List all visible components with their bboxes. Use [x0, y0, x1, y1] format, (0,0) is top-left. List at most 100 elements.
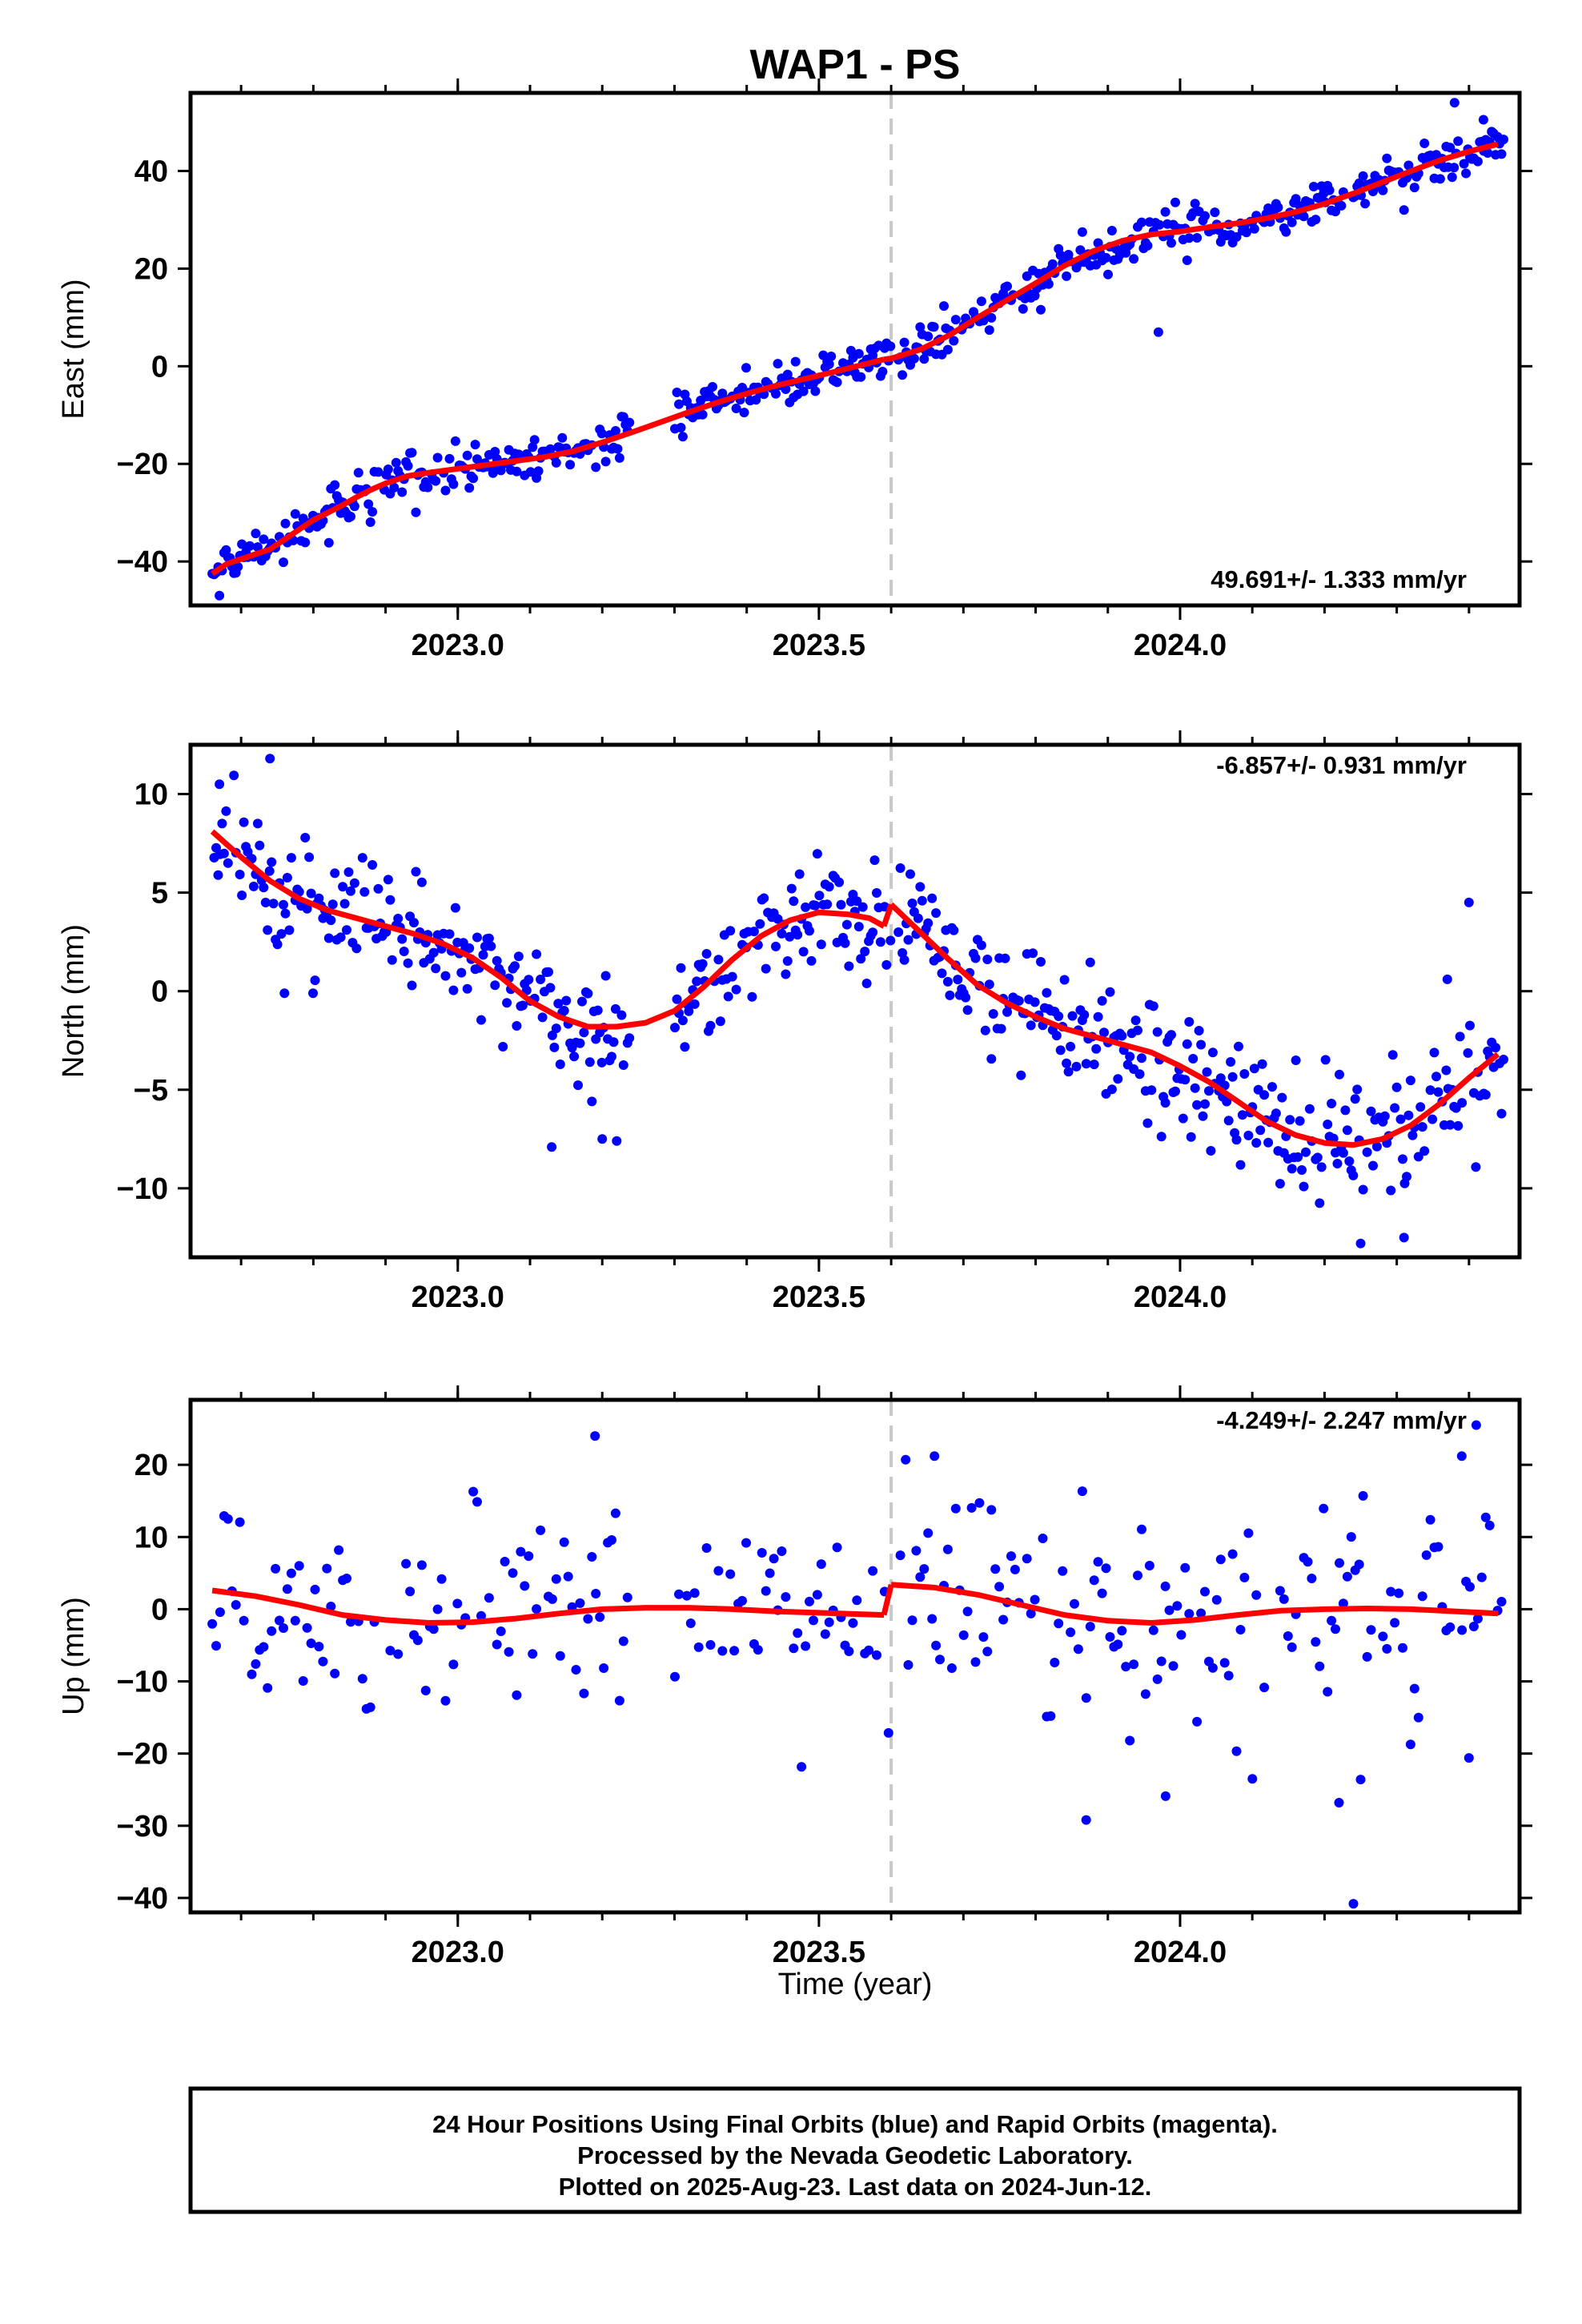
east-point-297	[909, 353, 919, 364]
up-outlier-point-9	[1456, 1451, 1467, 1462]
north-point-406	[1142, 1118, 1153, 1128]
up-point-108	[741, 1538, 751, 1548]
east-point-317	[950, 315, 961, 325]
up-point-257	[1405, 1739, 1415, 1750]
up-outlier-point-10	[1471, 1420, 1481, 1430]
north-point-244	[794, 869, 805, 879]
north-point-68	[359, 887, 370, 897]
north-point-55	[327, 899, 338, 910]
north-fit-line-1	[889, 902, 1500, 1148]
up-point-14	[267, 1626, 277, 1636]
north-point-254	[814, 891, 825, 901]
north-point-268	[844, 961, 854, 971]
up-x-tick-label: 2024.0	[1134, 1936, 1227, 1969]
north-point-71	[367, 860, 378, 870]
up-point-101	[705, 1640, 716, 1650]
north-point-26	[267, 857, 277, 867]
up-point-189	[1101, 1563, 1111, 1574]
north-point-116	[464, 943, 475, 953]
up-point-171	[1022, 1554, 1032, 1564]
up-point-268	[1457, 1625, 1468, 1635]
north-point-267	[841, 919, 852, 930]
east-point-381	[1103, 269, 1113, 279]
north-point-180	[600, 971, 611, 981]
east-point-456	[1281, 227, 1291, 237]
up-point-158	[966, 1502, 977, 1513]
north-point-485	[1304, 1104, 1315, 1114]
north-point-512	[1368, 1160, 1378, 1171]
north-point-410	[1152, 1027, 1162, 1037]
north-point-424	[1180, 1075, 1191, 1085]
north-point-250	[806, 955, 817, 966]
north-point-435	[1202, 1067, 1212, 1077]
north-point-356	[1036, 957, 1046, 967]
north-point-157	[555, 1059, 565, 1069]
up-point-262	[1425, 1514, 1435, 1525]
east-outlier-point-3	[1478, 115, 1488, 125]
north-point-436	[1204, 1086, 1214, 1096]
north-point-505	[1348, 1170, 1359, 1180]
north-point-524	[1395, 1114, 1406, 1124]
up-point-50	[432, 1604, 443, 1614]
up-point-152	[942, 1544, 953, 1554]
north-point-351	[1026, 1020, 1036, 1031]
north-point-461	[1255, 1125, 1266, 1136]
north-point-555	[1471, 1162, 1481, 1172]
north-point-59	[338, 882, 348, 892]
north-point-442	[1215, 1073, 1226, 1084]
north-point-164	[569, 1051, 580, 1062]
up-point-147	[923, 1528, 934, 1538]
up-point-81	[575, 1598, 585, 1608]
north-point-154	[549, 1042, 560, 1052]
east-point-395	[1137, 217, 1146, 227]
east-point-132	[496, 465, 506, 476]
north-point-186	[616, 1010, 627, 1020]
north-point-63	[346, 886, 355, 896]
north-x-tick-label: 2023.0	[412, 1281, 504, 1314]
up-y-tick-label: 20	[135, 1449, 168, 1482]
east-point-370	[1077, 227, 1087, 237]
north-point-536	[1425, 1085, 1435, 1096]
north-point-545	[1445, 1120, 1456, 1130]
up-point-60	[484, 1593, 494, 1603]
up-point-94	[670, 1671, 680, 1682]
north-point-506	[1350, 1094, 1360, 1104]
north-point-126	[486, 941, 496, 951]
east-point-533	[1453, 136, 1464, 147]
east-point-6	[221, 545, 231, 555]
north-point-6	[221, 806, 231, 816]
north-point-87	[403, 958, 413, 968]
north-y-tick-label: 5	[151, 877, 168, 911]
north-point-136	[510, 961, 520, 971]
up-point-0	[207, 1618, 218, 1629]
up-point-226	[1251, 1590, 1262, 1600]
up-point-150	[935, 1655, 945, 1665]
north-point-419	[1170, 1086, 1180, 1096]
up-point-63	[500, 1557, 510, 1566]
north-point-235	[777, 928, 787, 939]
east-point-436	[1231, 231, 1242, 242]
up-point-203	[1156, 1656, 1166, 1667]
north-point-23	[260, 898, 271, 907]
up-point-260	[1417, 1591, 1427, 1602]
north-point-408	[1146, 1085, 1157, 1096]
up-point-173	[1030, 1594, 1040, 1605]
north-point-501	[1340, 1105, 1351, 1116]
up-point-255	[1394, 1588, 1404, 1598]
east-point-66	[346, 512, 355, 521]
north-point-81	[387, 955, 397, 965]
north-point-61	[342, 925, 351, 935]
north-point-393	[1113, 1074, 1123, 1084]
north-point-20	[255, 840, 265, 850]
up-point-137	[868, 1566, 878, 1576]
up-point-162	[982, 1647, 993, 1657]
north-point-185	[610, 1003, 620, 1014]
north-point-109	[450, 903, 460, 913]
east-point-352	[1036, 304, 1046, 315]
up-outlier-point-3	[1334, 1798, 1344, 1807]
up-point-70	[528, 1649, 538, 1659]
up-point-230	[1283, 1631, 1293, 1641]
east-point-483	[1336, 200, 1347, 211]
north-point-42	[302, 903, 312, 914]
up-point-33	[342, 1574, 351, 1583]
